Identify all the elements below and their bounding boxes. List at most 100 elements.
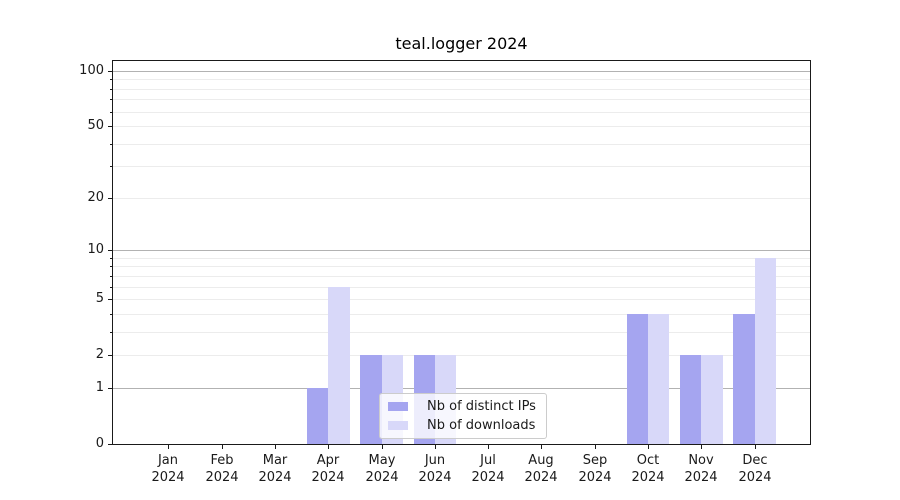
bar-distinct-ips-dec <box>733 313 755 444</box>
x-tick-label-sep: Sep 2024 <box>563 452 627 486</box>
gridline-minor-8 <box>113 266 810 267</box>
y-tick-2 <box>108 355 112 356</box>
gridline-minor-3 <box>113 332 810 333</box>
y-tick-label-20: 20 <box>87 190 104 205</box>
bar-distinct-ips-may <box>360 355 382 444</box>
gridline-minor-30 <box>113 166 810 167</box>
x-tick-month: Mar <box>262 453 288 468</box>
x-tick-month: Feb <box>210 453 234 468</box>
bar-downloads-dec <box>754 257 776 444</box>
x-tick-month: Sep <box>582 453 608 468</box>
y-tick-label-10: 10 <box>87 242 104 257</box>
gridline-minor-90 <box>113 79 810 80</box>
x-tick-year: 2024 <box>205 470 239 485</box>
y-minortick-9 <box>110 258 112 259</box>
gridline-minor-7 <box>113 276 810 277</box>
x-tick-jan <box>168 445 169 449</box>
x-tick-feb <box>222 445 223 449</box>
x-tick-label-mar: Mar 2024 <box>243 452 307 486</box>
y-minortick-4 <box>110 314 112 315</box>
gridline-minor-40 <box>113 144 810 145</box>
bar-distinct-ips-nov <box>680 355 702 444</box>
y-minortick-6 <box>110 287 112 288</box>
y-minortick-40 <box>110 144 112 145</box>
gridline-major-100 <box>113 71 810 72</box>
x-tick-year: 2024 <box>524 470 558 485</box>
x-tick-year: 2024 <box>578 470 612 485</box>
bar-downloads-nov <box>701 355 723 444</box>
legend-swatch-downloads <box>388 421 408 430</box>
y-tick-5 <box>108 299 112 300</box>
legend-swatch-distinct-ips <box>388 402 408 411</box>
y-minortick-3 <box>110 332 112 333</box>
y-minortick-7 <box>110 276 112 277</box>
x-tick-year: 2024 <box>151 470 185 485</box>
x-tick-label-dec: Dec 2024 <box>723 452 787 486</box>
x-tick-month: Jan <box>157 453 179 468</box>
gridline-minor-60 <box>113 112 810 113</box>
y-tick-label-100: 100 <box>79 63 104 78</box>
bar-distinct-ips-oct <box>626 313 648 444</box>
gridline-minor-5 <box>113 299 810 300</box>
y-tick-label-2: 2 <box>95 347 104 362</box>
gridline-major-1 <box>113 388 810 389</box>
y-minortick-30 <box>110 166 112 167</box>
y-tick-label-5: 5 <box>95 291 104 306</box>
bar-downloads-oct <box>648 313 670 444</box>
x-tick-label-feb: Feb 2024 <box>190 452 254 486</box>
bar-downloads-apr <box>328 286 350 444</box>
plot-area <box>112 60 811 445</box>
x-tick-jun <box>435 445 436 449</box>
gridline-major-10 <box>113 250 810 251</box>
x-tick-jul <box>488 445 489 449</box>
legend-item-downloads: Nb of downloads <box>388 417 538 434</box>
legend-label-downloads: Nb of downloads <box>427 418 536 433</box>
x-tick-month: Dec <box>742 453 768 468</box>
y-minortick-90 <box>110 79 112 80</box>
x-tick-year: 2024 <box>631 470 665 485</box>
y-minortick-60 <box>110 112 112 113</box>
x-tick-label-may: May 2024 <box>350 452 414 486</box>
chart-title: teal.logger 2024 <box>395 34 528 53</box>
x-tick-sep <box>595 445 596 449</box>
x-tick-label-oct: Oct 2024 <box>616 452 680 486</box>
gridline-minor-20 <box>113 198 810 199</box>
x-tick-label-jun: Jun 2024 <box>403 452 467 486</box>
x-tick-year: 2024 <box>418 470 452 485</box>
x-tick-nov <box>701 445 702 449</box>
x-tick-month: Apr <box>316 453 340 468</box>
x-tick-year: 2024 <box>684 470 718 485</box>
gridline-minor-70 <box>113 99 810 100</box>
x-tick-label-apr: Apr 2024 <box>296 452 360 486</box>
x-tick-label-jan: Jan 2024 <box>136 452 200 486</box>
x-tick-label-nov: Nov 2024 <box>669 452 733 486</box>
y-tick-100 <box>108 71 112 72</box>
x-tick-year: 2024 <box>738 470 772 485</box>
gridline-minor-50 <box>113 126 810 127</box>
y-tick-50 <box>108 126 112 127</box>
x-tick-apr <box>328 445 329 449</box>
gridline-minor-4 <box>113 314 810 315</box>
y-tick-0 <box>108 444 112 445</box>
x-tick-dec <box>755 445 756 449</box>
x-tick-month: Oct <box>636 453 660 468</box>
y-tick-1 <box>108 388 112 389</box>
x-tick-year: 2024 <box>365 470 399 485</box>
y-tick-20 <box>108 198 112 199</box>
y-tick-label-50: 50 <box>87 118 104 133</box>
x-tick-label-jul: Jul 2024 <box>456 452 520 486</box>
x-tick-label-aug: Aug 2024 <box>509 452 573 486</box>
x-tick-aug <box>541 445 542 449</box>
x-tick-year: 2024 <box>311 470 345 485</box>
gridline-minor-6 <box>113 287 810 288</box>
y-minortick-8 <box>110 266 112 267</box>
x-tick-oct <box>648 445 649 449</box>
gridline-minor-9 <box>113 258 810 259</box>
x-tick-month: Aug <box>528 453 554 468</box>
bar-distinct-ips-apr <box>307 387 329 444</box>
x-tick-year: 2024 <box>258 470 292 485</box>
y-minortick-80 <box>110 89 112 90</box>
x-tick-mar <box>275 445 276 449</box>
x-tick-month: Jun <box>424 453 446 468</box>
